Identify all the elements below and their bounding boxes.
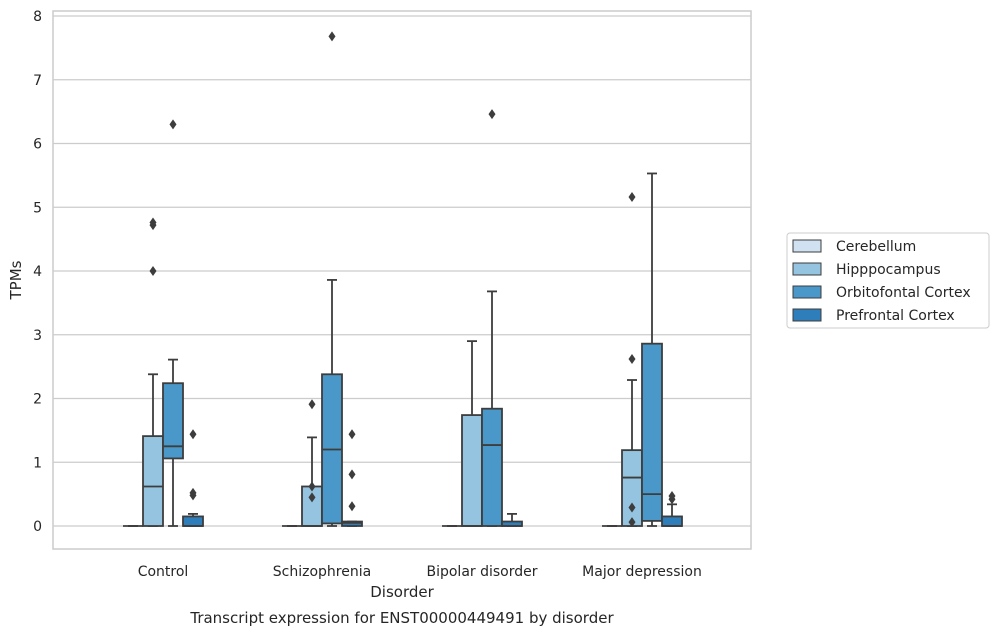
x-tick-label: Schizophrenia [273,564,371,580]
y-tick-label: 7 [33,73,42,89]
legend-label: Hipppocampus [836,262,941,278]
box-orbitofontal-cortex [641,172,663,527]
y-tick-labels: 0 1 2 3 4 5 6 7 8 [33,9,42,535]
box-iqr [162,382,184,460]
y-tick-label: 0 [33,519,42,535]
box-iqr [461,414,483,527]
y-tick-label: 4 [33,264,42,280]
x-tick-label: Major depression [582,564,702,580]
box-hipppocampus [621,192,643,528]
outlier-point [308,492,316,503]
outlier-point [668,491,676,502]
outlier-point [189,429,197,440]
legend: Cerebellum Hipppocampus Orbitofontal Corte… [786,232,990,329]
outlier-point [348,501,356,512]
legend-swatch [792,308,822,322]
x-tick-labels: Control Schizophrenia Bipolar disorder Majo… [138,564,702,580]
y-tick-label: 5 [33,200,42,216]
box-iqr [481,407,503,527]
outlier-point [328,31,336,42]
outlier-point [348,469,356,480]
y-tick-label: 3 [33,328,42,344]
y-tick-label: 1 [33,455,42,471]
outlier-point [628,353,636,364]
y-axis-label: TPMs [7,260,25,300]
outlier-point [308,481,316,492]
outlier-point [628,517,636,528]
box-orbitofontal-cortex [481,109,503,527]
chart-caption: Transcript expression for ENST0000044949… [189,609,614,627]
legend-swatch [792,262,822,276]
box-hipppocampus [142,217,164,527]
x-tick-label: Control [138,564,189,580]
outlier-point [488,109,496,120]
box-iqr [621,449,643,527]
outlier-point [169,119,177,130]
box-orbitofontal-cortex [162,119,184,527]
legend-label: Cerebellum [836,239,916,255]
y-tick-label: 8 [33,9,42,25]
box-prefrontal-cortex [501,512,523,527]
legend-frame [786,232,990,329]
outlier-point [348,429,356,440]
box-prefrontal-cortex [661,491,683,527]
y-tick-label: 6 [33,137,42,153]
box-iqr [661,515,683,527]
x-axis-label: Disorder [370,583,434,601]
legend-swatch [792,285,822,299]
box-prefrontal-cortex [341,429,363,527]
box-hipppocampus [461,340,483,527]
box-iqr [341,520,363,527]
legend-swatch [792,239,822,253]
box-prefrontal-cortex [182,429,204,527]
y-tick-label: 2 [33,392,42,408]
outlier-point [149,266,157,276]
outlier-point [628,502,636,513]
boxes [123,31,683,528]
box-iqr [182,515,204,527]
box-iqr [142,435,164,527]
plot-frame [52,10,752,550]
x-tick-label: Bipolar disorder [426,564,537,580]
outlier-point [189,487,197,498]
box-orbitofontal-cortex [321,31,343,527]
outlier-point [308,399,316,410]
outlier-point [628,192,636,203]
legend-label: Prefrontal Cortex [836,308,955,324]
legend-label: Orbitofontal Cortex [836,285,971,301]
box-iqr [641,342,663,522]
outlier-point [149,217,157,228]
